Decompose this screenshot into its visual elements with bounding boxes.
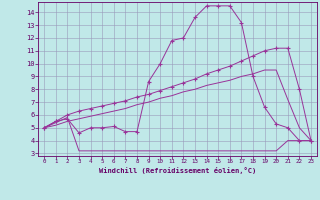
X-axis label: Windchill (Refroidissement éolien,°C): Windchill (Refroidissement éolien,°C) [99, 167, 256, 174]
